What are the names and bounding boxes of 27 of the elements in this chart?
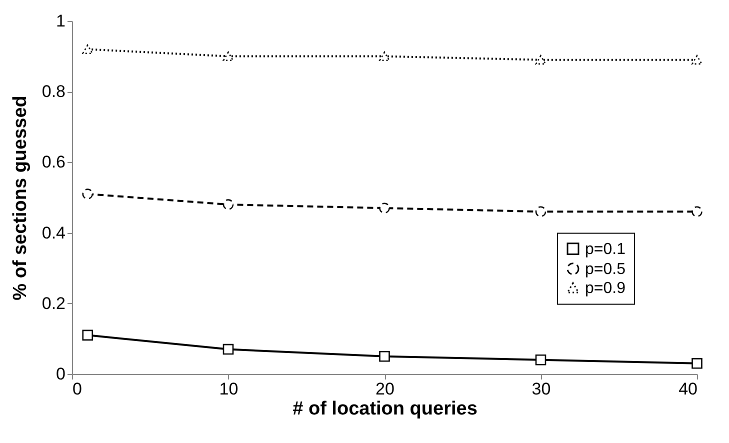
point xyxy=(82,330,94,341)
point xyxy=(535,354,546,366)
y-tick-label: 0.4 xyxy=(42,223,66,242)
y-axis-title: % of sections guessed xyxy=(10,96,31,300)
point xyxy=(535,206,546,218)
point xyxy=(692,358,702,369)
y-tick-label: 0.6 xyxy=(42,152,66,172)
y-tick-label: 0 xyxy=(56,364,66,384)
point xyxy=(82,44,94,54)
y-tick-label: 1 xyxy=(56,12,66,30)
point xyxy=(222,52,234,62)
x-tick-label: 20 xyxy=(376,380,394,398)
point xyxy=(379,52,390,62)
y-tick-label: 0.2 xyxy=(42,294,66,313)
x-tick-label: 10 xyxy=(219,380,238,398)
legend-label: p=0.9 xyxy=(585,280,626,297)
point xyxy=(535,55,546,65)
x-tick-label: 0 xyxy=(72,380,82,398)
x-tick-label: 30 xyxy=(532,380,551,398)
y-tick-label: 0.8 xyxy=(42,82,66,102)
legend-label: p=0.5 xyxy=(585,260,626,278)
x-tick-label: 40 xyxy=(678,380,698,398)
point xyxy=(222,344,234,355)
legend-label: p=0.1 xyxy=(585,240,626,258)
x-axis-title: # of location queries xyxy=(292,398,478,420)
point xyxy=(692,55,702,65)
point xyxy=(379,350,390,362)
